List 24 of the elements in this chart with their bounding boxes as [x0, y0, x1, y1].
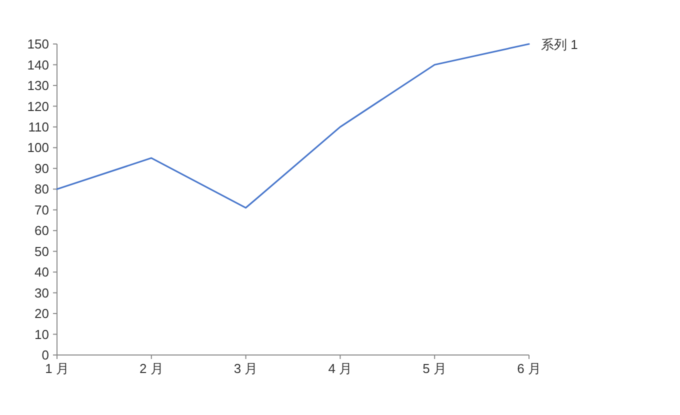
- y-tick-label: 50: [34, 244, 49, 259]
- y-tick-label: 0: [42, 348, 49, 363]
- y-tick-label: 40: [34, 264, 49, 280]
- x-tick-label: 1 月: [45, 361, 69, 376]
- y-tick-label: 100: [27, 140, 49, 156]
- y-tick-label: 130: [27, 78, 49, 94]
- y-tick-label: 10: [34, 326, 49, 342]
- y-tick-label: 60: [34, 223, 49, 238]
- x-tick-label: 5 月: [422, 361, 447, 376]
- y-tick-label: 20: [34, 306, 49, 322]
- series-label: 系列 1: [541, 37, 578, 52]
- x-tick-label: 3 月: [234, 361, 258, 376]
- x-tick-label: 2 月: [139, 361, 164, 376]
- y-tick-label: 120: [27, 98, 49, 114]
- y-tick-label: 90: [34, 160, 49, 176]
- y-tick-label: 150: [27, 36, 49, 52]
- y-tick-label: 140: [27, 57, 49, 72]
- x-tick-label: 4 月: [328, 361, 352, 376]
- y-tick-label: 110: [28, 119, 49, 134]
- y-tick-label: 70: [34, 202, 49, 218]
- y-tick-label: 30: [34, 285, 49, 300]
- y-tick-label: 80: [34, 182, 49, 197]
- line-series: [56, 43, 530, 209]
- x-tick-label: 6 月: [517, 361, 541, 376]
